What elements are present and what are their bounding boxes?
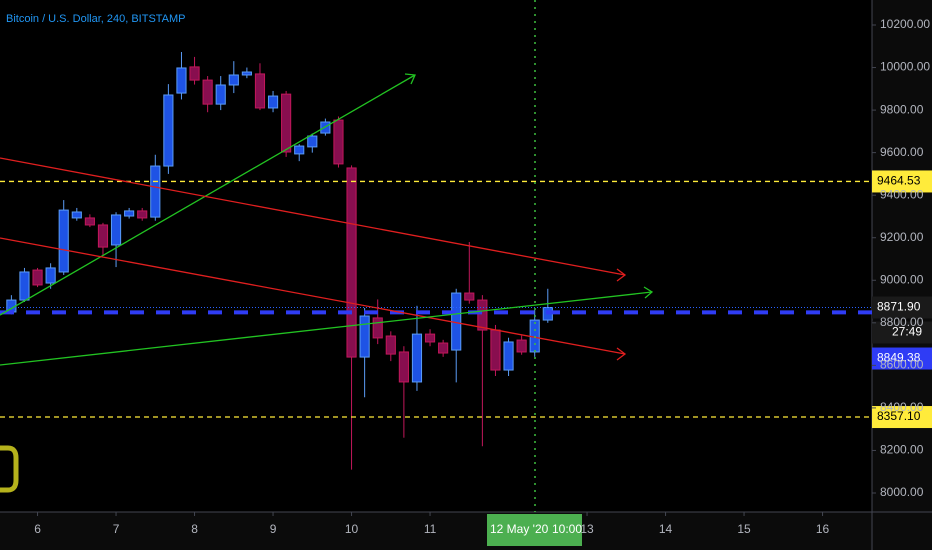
crosshair-time: 10:00 bbox=[552, 522, 582, 536]
price-line-label-box bbox=[872, 406, 932, 429]
trend-line bbox=[0, 291, 653, 366]
candle-body bbox=[163, 94, 174, 167]
candle-body bbox=[32, 269, 43, 286]
candle-body bbox=[464, 292, 475, 301]
candle-body bbox=[58, 209, 69, 273]
candle-body bbox=[97, 224, 109, 248]
trend-lines bbox=[0, 73, 654, 493]
x-tick-label: 16 bbox=[816, 522, 830, 536]
price-axis bbox=[872, 0, 932, 550]
candle-body bbox=[477, 299, 488, 331]
x-tick-label: 10 bbox=[345, 522, 359, 536]
x-tick-label: 14 bbox=[659, 522, 673, 536]
y-tick-label: 8400.00 bbox=[880, 400, 924, 414]
x-tick-label: 8 bbox=[191, 522, 198, 536]
candle-body bbox=[228, 74, 239, 86]
x-tick-label: 13 bbox=[580, 522, 594, 536]
y-tick-label: 9400.00 bbox=[880, 187, 924, 201]
x-tick-label: 6 bbox=[34, 522, 41, 536]
chart-title: Bitcoin / U.S. Dollar, 240, BITSTAMP bbox=[6, 13, 186, 25]
candle-body bbox=[438, 342, 449, 354]
y-tick-label: 10200.00 bbox=[880, 17, 930, 31]
y-tick-label: 9600.00 bbox=[880, 145, 924, 159]
price-line-label: 9464.53 bbox=[877, 174, 921, 188]
candle-body bbox=[150, 165, 161, 218]
candle-body bbox=[19, 271, 30, 301]
price-line-label: 8357.10 bbox=[877, 409, 921, 423]
y-tick-label: 10000.00 bbox=[880, 60, 930, 74]
candle-body bbox=[398, 351, 409, 383]
candle-body bbox=[359, 315, 370, 358]
candle-body bbox=[45, 267, 56, 284]
countdown: 27:49 bbox=[892, 325, 922, 339]
candle-body bbox=[176, 67, 187, 94]
x-tick-label: 9 bbox=[270, 522, 277, 536]
candle-body bbox=[385, 335, 396, 355]
trend-line bbox=[0, 157, 626, 276]
countdown-box bbox=[872, 321, 932, 344]
candle-body bbox=[372, 317, 383, 339]
y-tick-label: 9000.00 bbox=[880, 272, 924, 286]
candle-body bbox=[71, 211, 82, 219]
price-line-label-box bbox=[872, 170, 932, 193]
y-tick-label: 9200.00 bbox=[880, 230, 924, 244]
y-tick-label: 9800.00 bbox=[880, 102, 924, 116]
crosshair-label-box bbox=[487, 514, 582, 546]
candle-body bbox=[346, 167, 357, 358]
candle-body bbox=[215, 84, 226, 105]
candle-body bbox=[267, 95, 279, 109]
time-axis bbox=[0, 512, 932, 550]
shape bbox=[0, 445, 19, 493]
x-tick-label: 11 bbox=[424, 522, 437, 536]
candle-body bbox=[516, 339, 527, 353]
candle-body bbox=[333, 119, 344, 165]
crosshair-date: 12 May '20 bbox=[490, 522, 549, 536]
candle-body bbox=[503, 341, 514, 371]
trend-line bbox=[0, 237, 626, 355]
candle-body bbox=[307, 135, 318, 148]
order-label-box bbox=[872, 347, 932, 370]
candle-body bbox=[254, 73, 266, 109]
candle-body bbox=[424, 333, 436, 343]
trend-line bbox=[0, 74, 416, 316]
y-tick-label: 8000.00 bbox=[880, 485, 924, 499]
candle-body bbox=[124, 210, 135, 217]
candle-body bbox=[490, 329, 501, 371]
candle-body bbox=[137, 210, 148, 219]
arrow-head bbox=[643, 286, 654, 299]
y-tick-label: 8600.00 bbox=[880, 358, 924, 372]
candle-body bbox=[202, 79, 213, 105]
y-tick-label: 8800.00 bbox=[880, 315, 924, 329]
arrow-head bbox=[616, 347, 627, 361]
candle-body bbox=[281, 93, 292, 153]
arrow-head bbox=[616, 268, 627, 282]
x-tick-label: 7 bbox=[113, 522, 120, 536]
candle-body bbox=[189, 66, 200, 81]
candle-body bbox=[84, 217, 95, 226]
last-price-label: 8871.90 bbox=[877, 300, 921, 314]
price-labels: 9464.53 8357.10 8871.90 27:49 8849.38 bbox=[872, 170, 932, 429]
last-price-box bbox=[872, 296, 932, 319]
y-tick-label: 8200.00 bbox=[880, 443, 924, 457]
x-tick-label: 15 bbox=[737, 522, 751, 536]
order-label: 8849.38 bbox=[877, 351, 921, 365]
candle-body bbox=[294, 145, 305, 155]
arrow-head bbox=[404, 73, 416, 85]
candle-body bbox=[411, 333, 423, 383]
candle-body bbox=[110, 214, 122, 246]
candle-body bbox=[241, 71, 252, 76]
